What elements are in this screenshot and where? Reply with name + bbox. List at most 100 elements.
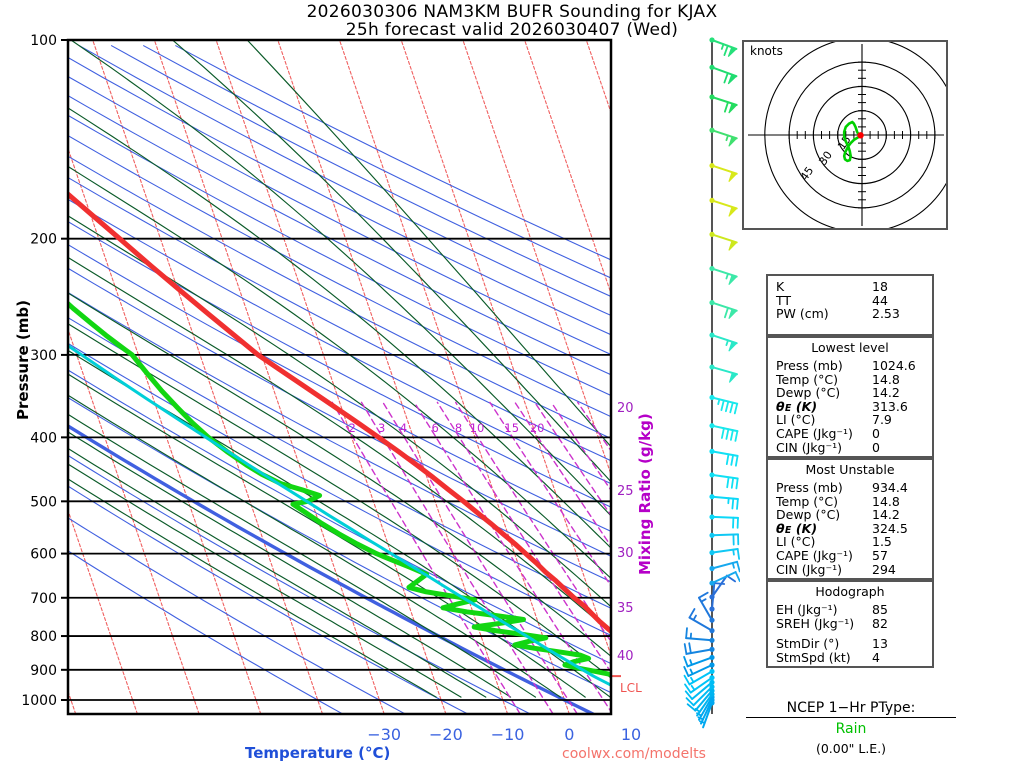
wind-barb [698, 591, 715, 623]
table-row: Press (mb) 1024.6 [776, 359, 932, 373]
mixing-ratio-top-label: 8 [455, 421, 462, 435]
most-unstable-heading-text: Most Unstable [805, 462, 895, 477]
index-value: 2.53 [872, 306, 900, 322]
table-row: θᴇ (K) 324.5 [776, 522, 932, 536]
pressure-tick-label: 400 [30, 430, 57, 446]
hodograph-units-label: knots [750, 44, 783, 58]
temperature-tick-label: 0 [564, 725, 574, 744]
ptype-liquid-equivalent: (0.00" L.E.) [746, 741, 956, 756]
param-label: StmDir (°) [776, 636, 840, 652]
temperature-axis-label: Temperature (°C) [245, 744, 390, 762]
lcl-text: LCL [620, 681, 642, 695]
mixing-ratio-axis-label: Mixing Ratio (g/kg) [636, 413, 654, 575]
most-unstable-panel: Most Unstable Press (mb) 934.4 Temp (°C) 1… [766, 458, 934, 580]
index-label: K [776, 279, 785, 294]
param-value: 1.5 [872, 534, 892, 550]
pressure-axis-label: Pressure (mb) [14, 300, 32, 420]
param-value: 85 [872, 602, 888, 617]
temperature-axis-text: Temperature (°C) [245, 744, 391, 762]
wind-barb [684, 675, 715, 694]
param-label: LI (°C) [776, 534, 816, 550]
pressure-tick-label: 300 [30, 348, 57, 364]
wind-barb [709, 472, 739, 490]
mixing-ratio-right-label: 40 [617, 649, 634, 664]
param-value: 14.8 [872, 371, 900, 387]
title-text-1: 2026030306 NAM3KM BUFR Sounding for KJAX [306, 2, 718, 22]
wind-barb [709, 571, 740, 586]
pressure-tick-label: 1000 [21, 693, 57, 709]
mixing-ratio-top-label: 6 [432, 421, 439, 435]
mixing-ratio-right-label: 30 [617, 546, 634, 561]
wind-barb [709, 394, 739, 415]
index-value: 44 [872, 292, 888, 308]
param-label: Dewp (°C) [776, 507, 841, 523]
param-value: 294 [872, 561, 896, 577]
mixing-ratio-right-label: 20 [617, 401, 634, 416]
param-label: θᴇ (K) [776, 520, 818, 536]
wind-barb [683, 654, 715, 668]
wind-barb [709, 300, 738, 319]
summary-indices-table: K 18 TT 44 PW (cm) 2.53 [768, 276, 932, 321]
pressure-axis-text: Pressure (mb) [14, 300, 32, 420]
wind-barb [685, 627, 715, 643]
wind-barb [709, 94, 738, 114]
watermark-text: coolwx.com/modelts [562, 746, 706, 762]
wind-barb [709, 197, 738, 217]
index-value: 18 [872, 279, 888, 294]
param-value: 14.2 [872, 507, 900, 523]
hodograph-ring-label: 45 [798, 164, 817, 183]
wind-barb [683, 668, 715, 686]
lcl-label: LCL [620, 681, 642, 695]
wind-barb [709, 64, 738, 85]
wind-barb [709, 560, 740, 573]
wind-barb [709, 332, 738, 352]
wind-barb [709, 37, 738, 57]
mixing-ratio-top-label: 3 [378, 421, 385, 435]
table-row: LI (°C) 1.5 [776, 535, 932, 549]
title-text-2: 25h forecast valid 2026030407 (Wed) [345, 20, 679, 40]
ptype-value-text: Rain [835, 721, 867, 737]
param-value: 0 [872, 439, 880, 455]
lowest-level-heading-text: Lowest level [811, 340, 889, 355]
hodograph-units-text: knots [750, 44, 783, 58]
page-title-line2: 25h forecast valid 2026030407 (Wed) [0, 20, 1024, 40]
param-label: EH (Jkg⁻¹) [776, 602, 838, 617]
index-label: PW (cm) [776, 306, 829, 322]
table-row: EH (Jkg⁻¹) 85 [776, 603, 932, 617]
pressure-tick-label: 900 [30, 663, 57, 679]
param-value: 0 [872, 425, 880, 441]
table-row: CAPE (Jkg⁻¹) 57 [776, 549, 932, 563]
hodograph-stats-heading: Hodograph [768, 582, 932, 602]
wind-barb [709, 265, 738, 285]
hodograph-stats-table: EH (Jkg⁻¹) 85 SREH (Jkg⁻¹) 82 StmDir (°) 13… [768, 602, 932, 664]
mixing-ratio-top-label: 2 [348, 421, 355, 435]
table-row: Dewp (°C) 14.2 [776, 508, 932, 522]
hodograph-panel[interactable]: 15 30 45 knots [742, 40, 948, 230]
param-value: 4 [872, 649, 880, 665]
param-value: 14.2 [872, 385, 900, 401]
mixing-ratio-right-label: 35 [617, 601, 634, 616]
param-label: StmSpd (kt) [776, 649, 851, 665]
pressure-tick-label: 500 [30, 494, 57, 510]
wind-barb [709, 548, 740, 560]
ptype-heading: NCEP 1−Hr PType: [746, 700, 956, 718]
pressure-tick-label: 800 [30, 629, 57, 645]
hodograph-stats-heading-text: Hodograph [815, 584, 885, 599]
watermark: coolwx.com/modelts [562, 746, 706, 762]
lowest-level-table: Press (mb) 1024.6 Temp (°C) 14.8 Dewp (°C)… [768, 358, 932, 454]
wind-barb [709, 163, 738, 182]
mixing-ratio-axis-text: Mixing Ratio (g/kg) [636, 413, 654, 575]
mixing-ratio-top-label: 10 [470, 421, 485, 435]
wind-barb [709, 514, 739, 529]
temperature-tick-label: −20 [429, 725, 463, 744]
param-value: 13 [872, 636, 888, 652]
wind-barb [709, 532, 740, 546]
lowest-level-panel: Lowest level Press (mb) 1024.6 Temp (°C) 1… [766, 336, 934, 458]
mixing-ratio-top-label: 4 [400, 421, 407, 435]
param-label: Dewp (°C) [776, 385, 841, 401]
temperature-tick-label: 10 [621, 725, 641, 744]
table-row: Dewp (°C) 14.2 [776, 386, 932, 400]
ptype-le-text: (0.00" L.E.) [815, 741, 887, 756]
most-unstable-heading: Most Unstable [768, 460, 932, 480]
